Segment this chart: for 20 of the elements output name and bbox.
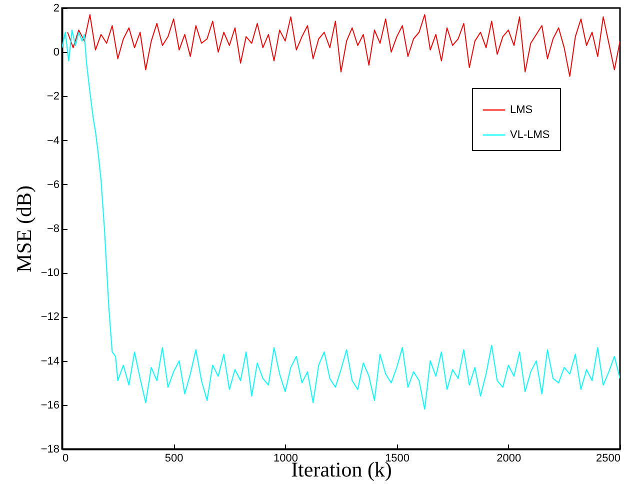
y-tick-label: −12 — [40, 311, 60, 324]
line-series — [67, 14, 620, 77]
x-tick-label: 2500 — [596, 452, 620, 464]
y-tick-label: −6 — [46, 178, 60, 191]
y-tick-label: −4 — [46, 134, 60, 147]
y-tick-label: 2 — [53, 2, 60, 14]
x-tick-label: 0 — [62, 452, 69, 464]
line-series — [62, 30, 620, 410]
y-tick-label: −10 — [40, 267, 60, 280]
x-tick-label: 500 — [164, 452, 184, 464]
legend-label: VL-LMS — [510, 129, 550, 141]
x-tick-label: 2000 — [496, 452, 522, 464]
y-tick-label: −2 — [46, 90, 60, 103]
y-tick-label: −18 — [40, 444, 60, 456]
y-axis-title: MSE (dB) — [12, 186, 36, 272]
y-tick-label: −16 — [40, 399, 60, 412]
legend-label: LMS — [510, 104, 533, 116]
y-tick-label: −8 — [46, 223, 60, 235]
y-tick-label: −14 — [40, 355, 60, 368]
y-tick-label: 0 — [53, 46, 60, 59]
